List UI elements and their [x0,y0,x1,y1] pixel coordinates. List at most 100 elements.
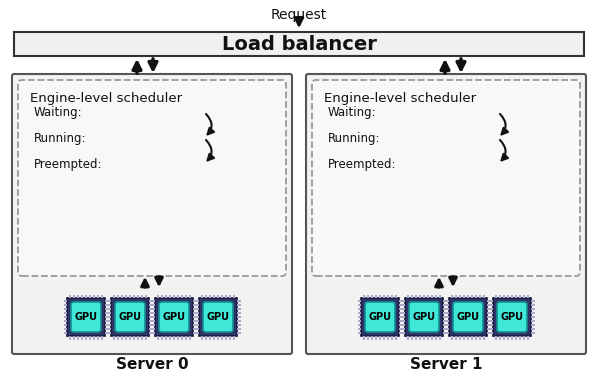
Bar [155,298,193,336]
Bar [237,320,240,322]
Bar [165,294,167,298]
Bar [225,294,227,298]
Bar [63,324,67,326]
Bar [450,105,468,119]
Bar [63,304,67,306]
Bar [423,294,425,298]
Bar [116,105,134,119]
Bar [202,294,203,298]
Bar [415,336,417,340]
Bar [63,316,67,318]
Bar [138,336,139,340]
Bar [177,294,179,298]
Bar [151,328,155,330]
Bar [410,131,428,145]
Bar [89,336,91,340]
Bar [475,294,477,298]
Bar [358,308,361,310]
Bar [431,294,433,298]
Bar [86,294,87,298]
Bar [125,336,127,340]
Bar [161,336,163,340]
Bar [173,294,175,298]
Bar [202,336,203,340]
Bar [69,294,71,298]
Bar [390,157,408,171]
Bar [363,294,365,298]
Bar [463,336,465,340]
Bar [97,336,99,340]
Bar [446,328,449,330]
Bar [358,332,361,334]
Bar [401,324,405,326]
Bar [483,294,485,298]
Bar [410,157,428,171]
Bar [527,294,529,298]
Bar [367,336,369,340]
Bar [199,298,237,336]
Bar [401,304,405,306]
Bar [435,336,437,340]
Bar [157,294,158,298]
Bar [196,324,199,326]
Bar [367,294,369,298]
Text: Server 1: Server 1 [410,357,482,372]
FancyBboxPatch shape [12,74,292,354]
Bar [149,328,152,330]
Bar [450,157,468,171]
Bar [113,294,115,298]
Bar [151,300,155,302]
Bar [177,336,179,340]
Bar [487,320,490,322]
Bar [237,300,240,302]
Bar [427,294,429,298]
Bar [86,336,87,340]
Bar [129,336,131,340]
Bar [173,336,175,340]
Bar [531,308,535,310]
Bar [401,300,405,302]
Bar [108,300,111,302]
Text: Server 0: Server 0 [115,357,188,372]
Bar [237,328,240,330]
Bar [383,294,385,298]
Bar [446,300,449,302]
Bar [459,294,460,298]
Bar [217,336,219,340]
Text: GPU: GPU [206,312,230,322]
Bar [405,298,443,336]
Bar [504,336,505,340]
Bar [193,324,197,326]
Bar [487,316,490,318]
Bar [399,312,402,314]
FancyBboxPatch shape [453,302,483,332]
Bar [467,294,469,298]
Bar [108,308,111,310]
Bar [388,336,389,340]
Bar [105,316,108,318]
FancyBboxPatch shape [365,302,395,332]
Text: Waiting:: Waiting: [34,105,83,119]
Bar [435,294,437,298]
Bar [459,336,460,340]
Bar [479,294,481,298]
Bar [363,336,365,340]
Bar [105,304,108,306]
Bar [193,328,197,330]
Bar [471,294,473,298]
Bar [401,312,405,314]
Bar [156,131,174,145]
Bar [145,294,147,298]
Bar [121,336,123,340]
Bar [81,336,83,340]
Bar [209,336,210,340]
Bar [141,294,143,298]
Bar [105,328,108,330]
Bar [358,328,361,330]
Bar [440,336,441,340]
FancyBboxPatch shape [18,80,286,276]
Bar [399,304,402,306]
Bar [490,324,493,326]
Bar [233,294,235,298]
Bar [63,332,67,334]
